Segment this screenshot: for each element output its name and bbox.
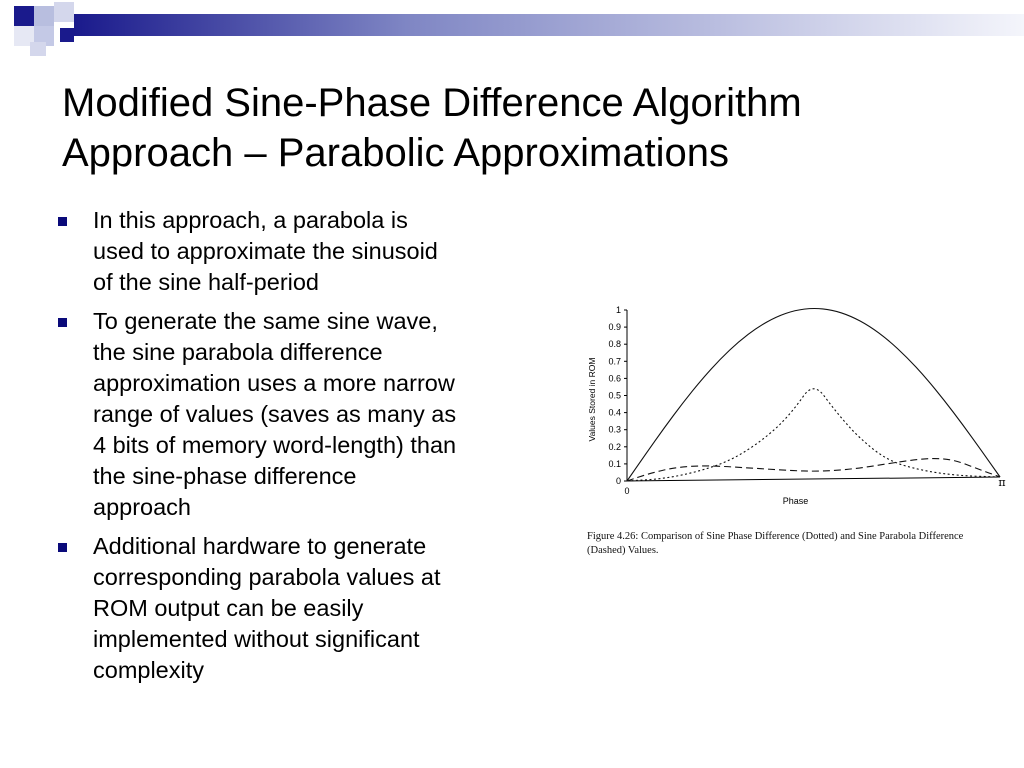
bullet-line: To generate the same sine wave, (93, 308, 438, 334)
y-tick-label: 0.4 (608, 408, 621, 418)
bullet-item-3: Additional hardware to generate correspo… (56, 531, 546, 686)
bullet-line: range of values (saves as many as (93, 401, 457, 427)
y-tick-label: 0 (616, 476, 621, 486)
x-axis-label: Phase (783, 496, 809, 506)
y-tick-label: 1 (616, 305, 621, 315)
deco-band (74, 14, 1024, 36)
figure-caption: Figure 4.26: Comparison of Sine Phase Di… (587, 530, 1017, 558)
y-tick-label: 0.1 (608, 459, 621, 469)
bullet-line: In this approach, a parabola is (93, 207, 408, 233)
deco-square-5 (14, 26, 34, 46)
bullet-line: 4 bits of memory word-length) than (93, 432, 457, 458)
bullet-item-2: To generate the same sine wave, the sine… (56, 306, 546, 523)
series-dotted-line (626, 388, 1001, 482)
bullet-line: the sine-phase difference (93, 463, 357, 489)
header-decoration (14, 2, 1024, 56)
y-tick-label: 0.7 (608, 356, 621, 366)
bullet-line: ROM output can be easily (93, 595, 364, 621)
bullet-line: approximation uses a more narrow (93, 370, 455, 396)
bullet-list: In this approach, a parabola is used to … (56, 205, 546, 694)
bullet-line: used to approximate the sinusoid (93, 238, 438, 264)
y-tick-label: 0.9 (608, 322, 621, 332)
bullet-text: In this approach, a parabola is used to … (93, 205, 546, 298)
caption-line-2: (Dashed) Values. (587, 545, 659, 556)
bullet-square-icon (58, 318, 67, 327)
y-axis-label: Values Stored in ROM (587, 358, 597, 442)
deco-square-6 (60, 28, 74, 42)
bullet-square-icon (58, 217, 67, 226)
y-tick-label: 0.5 (608, 391, 621, 401)
deco-square-7 (30, 42, 46, 56)
series-solid-line (626, 307, 1001, 482)
deco-square-3 (54, 2, 74, 22)
y-tick-label: 0.3 (608, 425, 621, 435)
bullet-item-1: In this approach, a parabola is used to … (56, 205, 546, 298)
bullet-square-icon (58, 543, 67, 552)
slide-title: Modified Sine-Phase Difference Algorithm… (62, 78, 962, 178)
y-tick-label: 0.6 (608, 373, 621, 383)
y-tick-label: 0.2 (608, 442, 621, 452)
bullet-line: of the sine half-period (93, 269, 320, 295)
bullet-line: corresponding parabola values at (93, 564, 441, 590)
deco-square-1 (14, 6, 34, 26)
bullet-line: implemented without significant (93, 626, 420, 652)
x-tick-label: π (998, 476, 1005, 489)
bullet-line: Additional hardware to generate (93, 533, 427, 559)
caption-line-1: Figure 4.26: Comparison of Sine Phase Di… (587, 531, 964, 542)
bullet-line: the sine parabola difference (93, 339, 383, 365)
title-line-1: Modified Sine-Phase Difference Algorithm (62, 81, 802, 125)
bullet-line: complexity (93, 657, 205, 683)
x-tick-label: 0 (624, 486, 629, 496)
title-line-2: Approach – Parabolic Approximations (62, 131, 730, 175)
bullet-line: approach (93, 494, 191, 520)
deco-square-2 (34, 6, 54, 26)
phase-chart: 0 0.1 0.2 0.3 0.4 0.5 0.6 0.7 0.8 0.9 1 0 π Phase Valu… (587, 305, 1006, 506)
bullet-text: Additional hardware to generate correspo… (93, 531, 546, 686)
y-tick-label: 0.8 (608, 339, 621, 349)
bullet-text: To generate the same sine wave, the sine… (93, 306, 546, 523)
x-axis (626, 476, 1001, 482)
series-dashed-line (626, 458, 1001, 482)
deco-square-4 (34, 26, 54, 46)
